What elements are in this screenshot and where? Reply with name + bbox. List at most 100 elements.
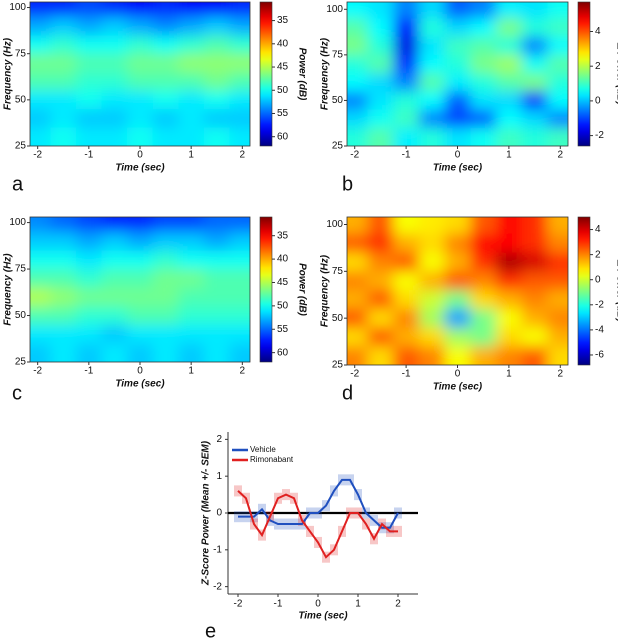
heat-cell: [470, 54, 497, 74]
heat-cell: [50, 90, 77, 110]
heat-cell: [152, 109, 179, 129]
heat-cell: [367, 308, 394, 329]
heat-cell: [30, 343, 51, 362]
heat-cell: [229, 127, 250, 146]
heat-cell: [444, 36, 471, 56]
heat-cell: [30, 127, 51, 146]
heat-cell: [393, 109, 420, 129]
heat-cell: [101, 343, 128, 362]
heat-cell: [203, 287, 231, 307]
heat-cell: [393, 327, 420, 347]
heat-cell: [229, 324, 250, 344]
heat-cell: [178, 16, 205, 36]
heat-cell: [50, 127, 77, 146]
heat-cell: [470, 217, 497, 235]
colorbar-tick-label: -2: [595, 130, 604, 141]
y-tick-label: 25: [15, 357, 27, 368]
y-tick-label: 50: [15, 94, 27, 105]
heat-cell: [470, 290, 497, 310]
heat-cell: [76, 90, 103, 110]
x-tick-label: -2: [234, 599, 243, 610]
heat-cell: [521, 73, 548, 92]
heat-cell: [496, 217, 523, 235]
heat-cell: [393, 2, 420, 19]
x-tick-label: 2: [395, 599, 401, 610]
heat-cell: [418, 290, 446, 310]
x-tick-label: 2: [558, 150, 564, 161]
heat-cell: [203, 217, 231, 233]
colorbar-tick-label: -4: [595, 325, 604, 336]
heat-cell: [444, 109, 471, 129]
x-tick-label: -2: [350, 150, 359, 161]
colorbar-tick-label: -2: [595, 299, 604, 310]
heat-cell: [347, 327, 369, 347]
heat-cell: [229, 269, 250, 289]
y-tick-label: 100: [326, 4, 343, 15]
heat-cell: [30, 90, 51, 110]
heat-cell: [444, 54, 471, 74]
heatmap-cells: [347, 217, 568, 365]
heat-cell: [393, 233, 420, 254]
heat-cell: [30, 109, 51, 129]
heatmap-cells: [30, 2, 250, 146]
heat-cell: [152, 35, 179, 55]
heat-cell: [178, 343, 205, 362]
heat-cell: [127, 127, 154, 146]
heat-cell: [470, 327, 497, 347]
heat-cell: [127, 269, 154, 289]
heat-cell: [76, 127, 103, 146]
heat-cell: [547, 36, 568, 56]
x-tick-label: 1: [506, 369, 512, 380]
heat-cell: [347, 346, 369, 365]
heat-cell: [178, 231, 205, 251]
heat-cell: [393, 127, 420, 146]
heat-cell: [347, 271, 369, 291]
heat-cell: [470, 271, 497, 291]
heat-cell: [178, 306, 205, 326]
colorbar-tick-label: 55: [277, 324, 289, 335]
heat-cell: [547, 2, 568, 19]
heat-cell: [496, 327, 523, 347]
heat-cell: [203, 72, 231, 92]
heat-cell: [76, 217, 103, 233]
x-tick-label: -1: [274, 599, 283, 610]
heat-cell: [76, 231, 103, 251]
heat-cell: [418, 18, 446, 38]
heat-cell: [496, 2, 523, 19]
heat-cell: [367, 91, 394, 111]
heat-cell: [521, 127, 548, 146]
colorbar-tick-label: 60: [277, 131, 289, 142]
heat-cell: [547, 308, 568, 329]
heat-cell: [101, 324, 128, 344]
heat-cell: [547, 73, 568, 92]
line: [238, 478, 399, 529]
x-tick-label: 2: [558, 369, 564, 380]
heat-cell: [127, 53, 154, 73]
x-tick-label: -1: [402, 150, 411, 161]
heat-cell: [152, 306, 179, 326]
heat-cell: [127, 231, 154, 251]
heat-cell: [30, 53, 51, 73]
heat-cell: [470, 308, 497, 329]
heat-cell: [444, 252, 471, 272]
heat-cell: [101, 109, 128, 129]
heat-cell: [347, 18, 369, 38]
y-tick-label: 100: [9, 2, 26, 13]
y-tick-label: -2: [213, 581, 222, 592]
heat-cell: [470, 2, 497, 19]
heat-cell: [30, 287, 51, 307]
heat-cell: [521, 217, 548, 235]
x-tick-label: 1: [188, 366, 194, 377]
heat-cell: [178, 109, 205, 129]
heat-cell: [178, 72, 205, 92]
heat-cell: [101, 90, 128, 110]
heat-cell: [76, 287, 103, 307]
heat-cell: [178, 269, 205, 289]
heat-cell: [521, 252, 548, 272]
heat-cell: [101, 2, 128, 18]
heat-cell: [101, 250, 128, 270]
x-tick-label: 0: [137, 150, 143, 161]
heat-cell: [547, 18, 568, 38]
heat-cell: [203, 324, 231, 344]
heat-cell: [76, 72, 103, 92]
